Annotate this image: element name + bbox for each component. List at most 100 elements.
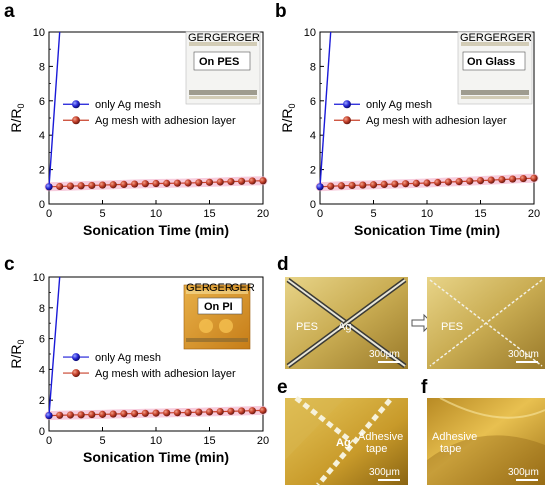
- y-tick-label: 6: [39, 96, 45, 108]
- inset-label-pes: On PES: [199, 56, 239, 68]
- x-tick-label: 15: [203, 208, 215, 220]
- y-tick-label: 10: [33, 27, 45, 39]
- x-tick-label: 0: [46, 435, 52, 447]
- inset-logo-text: GER: [212, 32, 236, 44]
- data-point: [466, 177, 474, 185]
- data-point: [248, 177, 256, 185]
- micrograph-d-after: PES 300μm: [427, 277, 545, 369]
- data-point: [120, 180, 128, 188]
- legend-marker: [72, 116, 80, 125]
- x-tick-label: 0: [46, 208, 52, 220]
- scale-label: 300μm: [369, 467, 400, 478]
- panel-label-d: d: [277, 254, 289, 275]
- x-tick-label: 5: [99, 435, 105, 447]
- x-tick-label: 10: [150, 435, 162, 447]
- data-point: [434, 178, 442, 187]
- data-point: [205, 178, 214, 186]
- data-point: [444, 178, 452, 186]
- data-point: [195, 179, 203, 187]
- label-pes: PES: [296, 321, 318, 333]
- x-tick-label: 20: [257, 208, 269, 220]
- data-point: [184, 179, 192, 187]
- inset-logo-text: GER: [188, 32, 212, 44]
- legend-marker: [72, 369, 80, 378]
- data-point: [227, 178, 235, 186]
- data-point: [88, 181, 96, 190]
- data-point: [259, 177, 267, 185]
- legend-label: Ag mesh with adhesion layer: [366, 115, 507, 127]
- data-point: [487, 176, 495, 184]
- micrograph-f: Adhesive tape 300μm: [427, 397, 546, 485]
- panel-label-a: a: [4, 1, 15, 22]
- data-point: [152, 409, 160, 417]
- data-point: [195, 408, 203, 416]
- legend-label: only Ag mesh: [95, 99, 161, 111]
- legend-label: Ag mesh with adhesion layer: [95, 115, 236, 127]
- inset-photo-glass: GER GER GER On Glass: [457, 31, 533, 105]
- data-point: [498, 175, 506, 184]
- x-tick-label: 20: [257, 435, 269, 447]
- legend-label: only Ag mesh: [95, 352, 161, 364]
- data-point: [163, 179, 171, 187]
- data-point: [508, 175, 517, 183]
- inset-label-pi: On PI: [204, 301, 233, 313]
- inset-photo-pes: GER GER GER On PES: [185, 31, 261, 105]
- label-pes: PES: [441, 321, 463, 333]
- data-point: [163, 409, 171, 417]
- inset-logo-text: GER: [209, 282, 233, 294]
- y-tick-label: 0: [39, 199, 45, 211]
- panel-label-c: c: [4, 254, 15, 275]
- x-axis-label: Sonication Time (min): [354, 222, 500, 238]
- y-tick-label: 2: [39, 395, 45, 407]
- panel-label-b: b: [275, 1, 287, 22]
- data-point: [216, 178, 224, 186]
- data-point: [56, 182, 64, 191]
- data-point: [56, 411, 64, 419]
- data-point: [45, 183, 53, 191]
- data-point: [359, 181, 367, 189]
- inset-logo-text: GER: [508, 32, 532, 44]
- x-tick-label: 15: [474, 208, 486, 220]
- inset-logo-text: GER: [236, 32, 260, 44]
- data-point: [216, 407, 224, 416]
- series-line: [48, 276, 61, 416]
- series-line: [319, 31, 332, 187]
- data-point: [109, 410, 117, 418]
- data-point: [66, 182, 74, 190]
- legend-label: Ag mesh with adhesion layer: [95, 368, 236, 380]
- data-point: [66, 411, 74, 419]
- y-tick-label: 2: [310, 165, 316, 177]
- data-point: [476, 177, 485, 185]
- label-ag: Ag: [336, 437, 351, 449]
- inset-logo-text: GER: [231, 282, 255, 294]
- data-point: [316, 183, 324, 191]
- data-point: [141, 409, 149, 417]
- y-tick-label: 0: [39, 426, 45, 438]
- data-point: [519, 174, 527, 183]
- data-point: [77, 411, 85, 419]
- label-adhesive-tape: Adhesive: [432, 431, 477, 443]
- y-tick-label: 8: [39, 61, 45, 73]
- data-point: [337, 182, 345, 190]
- y-tick-label: 0: [310, 199, 316, 211]
- y-tick-label: 6: [39, 334, 45, 346]
- data-point: [205, 408, 214, 416]
- y-tick-label: 2: [39, 165, 45, 177]
- data-point: [530, 174, 538, 182]
- data-point: [455, 178, 463, 186]
- panel-label-e: e: [277, 377, 288, 398]
- scale-label: 300μm: [508, 349, 539, 360]
- x-tick-label: 0: [317, 208, 323, 220]
- data-point: [227, 407, 235, 415]
- data-point: [141, 180, 149, 188]
- panel-label-f: f: [421, 377, 428, 398]
- data-point: [131, 409, 139, 418]
- y-axis-label: R/R0: [8, 103, 26, 132]
- chart-a: 0 5 10 15 20 0 2 4 6 8 10 Sonication Time (min) R/R0…: [8, 27, 269, 238]
- data-point: [259, 406, 267, 414]
- legend-marker: [72, 353, 80, 362]
- data-point: [152, 179, 160, 188]
- data-point: [98, 181, 107, 189]
- data-point: [173, 179, 181, 187]
